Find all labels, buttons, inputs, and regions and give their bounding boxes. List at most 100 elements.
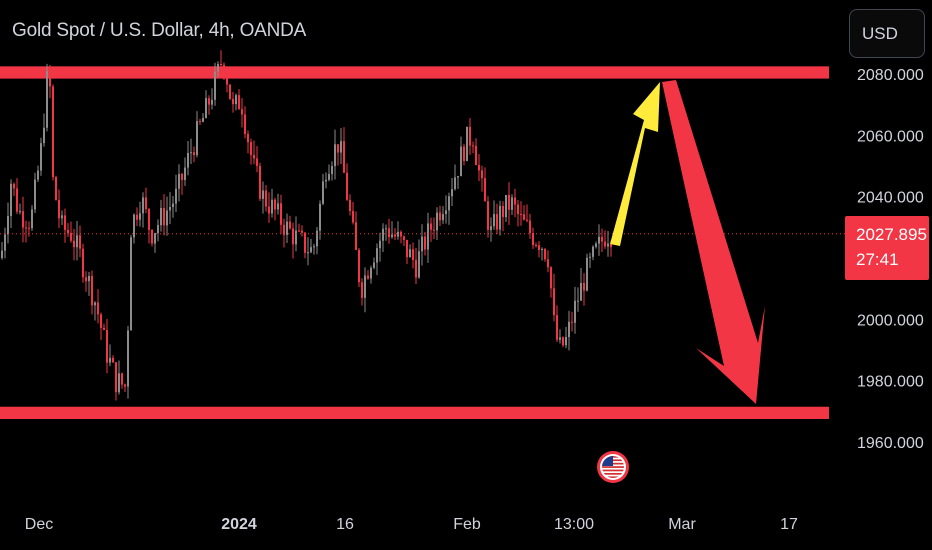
candle-body [148, 209, 150, 230]
candle-body [199, 121, 201, 123]
candle-body [547, 259, 549, 268]
candle-body [1, 250, 3, 258]
candle-body [460, 146, 462, 177]
candle-body [568, 321, 570, 338]
candle-body [352, 210, 354, 223]
candle-body [574, 300, 576, 323]
candle-body [331, 166, 333, 175]
candle-body [334, 144, 336, 167]
candle-body [94, 302, 96, 306]
candle-body [478, 164, 480, 171]
candle-body [136, 214, 138, 220]
candle-body [43, 127, 45, 144]
y-axis-tick-label: 1980.000 [857, 374, 924, 391]
candle-body [598, 236, 600, 244]
candle-body [295, 230, 297, 245]
candle-body [496, 214, 498, 230]
candle-body [337, 144, 339, 153]
candle-body [502, 205, 504, 218]
candle-body [292, 228, 294, 245]
candle-body [91, 275, 93, 306]
candle-body [64, 215, 66, 230]
candle-body [532, 233, 534, 246]
candle-body [49, 71, 51, 87]
candle-body [592, 246, 594, 257]
candle-body [262, 190, 264, 199]
candle-body [118, 373, 120, 393]
candle-body [367, 275, 369, 279]
candle-body [208, 98, 210, 105]
candle-body [259, 165, 261, 199]
candle-body [487, 201, 489, 230]
x-axis-tick-label: Mar [668, 516, 696, 533]
candle-body [244, 114, 246, 135]
candle-body [586, 257, 588, 291]
candle-body [562, 337, 564, 346]
candle-body [115, 362, 117, 393]
candle-body [451, 189, 453, 197]
candle-body [232, 98, 234, 105]
candle-body [361, 282, 363, 298]
us-flag-icon[interactable] [597, 451, 629, 483]
candle-body [184, 167, 186, 180]
candle-body [112, 357, 114, 363]
x-axis-tick-label: 13:00 [554, 516, 594, 533]
candle-body [202, 118, 204, 122]
candle-body [583, 282, 585, 291]
candle-body [394, 234, 396, 237]
y-axis-tick-label: 2080.000 [857, 67, 924, 84]
candle-body [397, 231, 399, 237]
candle-body [142, 197, 144, 214]
candle-body [4, 234, 6, 251]
candle-body [610, 243, 612, 248]
candle-body [310, 247, 312, 253]
candle-body [418, 251, 420, 278]
candle-body [427, 223, 429, 250]
candle-body [130, 237, 132, 331]
candle-body [511, 197, 513, 210]
candle-body [85, 277, 87, 282]
x-axis-tick-label: 17 [780, 516, 798, 533]
candle-body [106, 329, 108, 363]
candle-body [490, 226, 492, 230]
candle-body [475, 145, 477, 165]
candle-body [97, 302, 99, 315]
candle-body [139, 213, 141, 220]
candle-body [421, 236, 423, 252]
candle-body [439, 212, 441, 221]
candle-body [364, 275, 366, 298]
candle-body [277, 203, 279, 210]
candle-body [436, 212, 438, 231]
zone-resistance[interactable] [0, 66, 829, 79]
candle-countdown: 27:41 [856, 250, 899, 269]
candle-body [79, 235, 81, 249]
candle-body [349, 199, 351, 211]
candle-body [601, 236, 603, 242]
candle-body [412, 249, 414, 260]
candle-body [61, 215, 63, 219]
candle-body [463, 146, 465, 161]
candle-body [535, 245, 537, 247]
candle-body [454, 177, 456, 190]
candle-body [343, 141, 345, 173]
candle-body [385, 228, 387, 230]
candle-body [52, 86, 54, 178]
candle-body [403, 236, 405, 240]
candle-body [409, 249, 411, 258]
candle-body [313, 246, 315, 248]
zone-support[interactable] [0, 406, 829, 419]
candle-body [448, 196, 450, 211]
candle-body [415, 259, 417, 278]
candle-body [268, 206, 270, 214]
candle-body [445, 210, 447, 215]
candle-body [379, 240, 381, 249]
candle-body [67, 229, 69, 233]
candle-body [40, 143, 42, 171]
candle-body [196, 121, 198, 156]
currency-button[interactable]: USD [849, 9, 925, 58]
candle-body [358, 249, 360, 283]
x-axis-tick-label: 16 [336, 516, 354, 533]
candle-body [388, 228, 390, 238]
